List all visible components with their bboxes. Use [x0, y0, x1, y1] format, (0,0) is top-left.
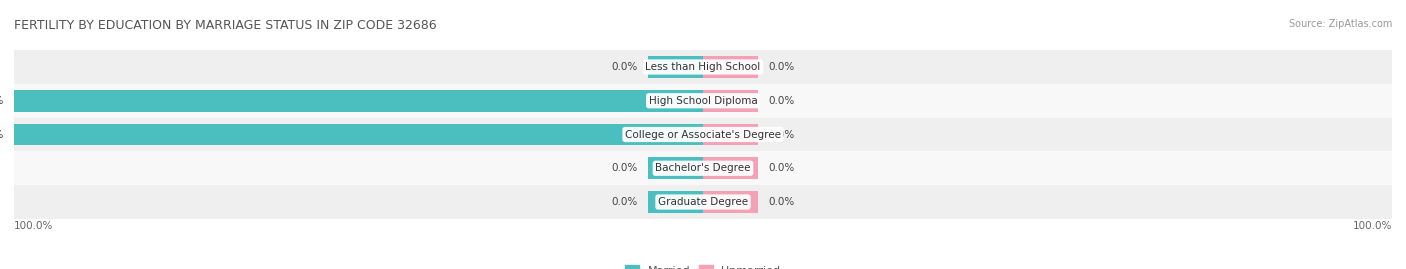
Bar [648, 56, 703, 78]
Text: 100.0%: 100.0% [1353, 221, 1392, 231]
Text: 0.0%: 0.0% [769, 62, 794, 72]
Text: High School Diploma: High School Diploma [648, 96, 758, 106]
Text: Less than High School: Less than High School [645, 62, 761, 72]
Bar [14, 50, 1392, 84]
Text: 100.0%: 100.0% [14, 221, 53, 231]
Text: Bachelor's Degree: Bachelor's Degree [655, 163, 751, 173]
Bar [14, 123, 703, 146]
Text: 0.0%: 0.0% [769, 163, 794, 173]
Text: 0.0%: 0.0% [769, 197, 794, 207]
Bar [703, 123, 758, 146]
Bar [648, 157, 703, 179]
Bar [703, 157, 758, 179]
Bar [703, 56, 758, 78]
Bar [14, 185, 1392, 219]
Bar [14, 151, 1392, 185]
Bar [648, 191, 703, 213]
Text: Source: ZipAtlas.com: Source: ZipAtlas.com [1288, 19, 1392, 29]
Text: Graduate Degree: Graduate Degree [658, 197, 748, 207]
Text: 0.0%: 0.0% [612, 197, 637, 207]
Text: 0.0%: 0.0% [769, 129, 794, 140]
Text: College or Associate's Degree: College or Associate's Degree [626, 129, 780, 140]
Text: 100.0%: 100.0% [0, 96, 4, 106]
Text: FERTILITY BY EDUCATION BY MARRIAGE STATUS IN ZIP CODE 32686: FERTILITY BY EDUCATION BY MARRIAGE STATU… [14, 19, 437, 32]
Text: 0.0%: 0.0% [612, 163, 637, 173]
Text: 100.0%: 100.0% [0, 129, 4, 140]
Legend: Married, Unmarried: Married, Unmarried [621, 261, 785, 269]
Bar [703, 191, 758, 213]
Bar [14, 118, 1392, 151]
Bar [14, 90, 703, 112]
Bar [14, 84, 1392, 118]
Text: 0.0%: 0.0% [769, 96, 794, 106]
Bar [703, 90, 758, 112]
Text: 0.0%: 0.0% [612, 62, 637, 72]
